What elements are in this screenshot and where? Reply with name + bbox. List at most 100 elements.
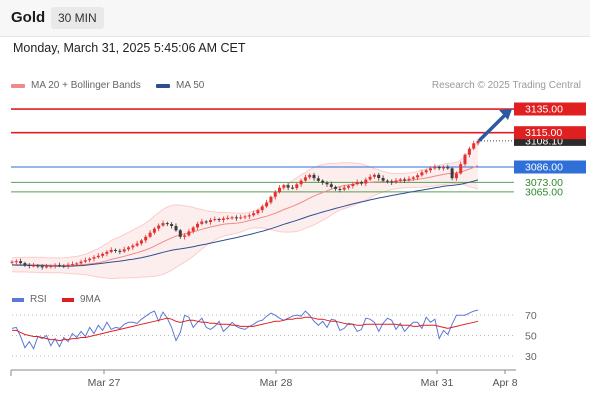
candle-body bbox=[79, 261, 83, 264]
candle-body bbox=[351, 184, 355, 186]
interval-button[interactable]: 30 MIN bbox=[51, 7, 104, 29]
candle-body bbox=[424, 170, 428, 173]
candle-body bbox=[131, 245, 135, 248]
candle-body bbox=[161, 223, 165, 226]
candle-body bbox=[321, 180, 325, 183]
bollinger-band bbox=[12, 141, 478, 279]
candle-body bbox=[118, 250, 122, 252]
price-tag-3086.00-bg bbox=[514, 160, 586, 174]
candle-body bbox=[260, 206, 264, 211]
candle-body bbox=[247, 215, 251, 217]
candle-body bbox=[49, 266, 53, 267]
candle-body bbox=[463, 154, 467, 165]
candle-body bbox=[265, 202, 269, 207]
projection-arrow-shaft bbox=[478, 112, 508, 142]
ma9-swatch bbox=[62, 297, 74, 302]
price-tag-3135.00-text: 3135.00 bbox=[525, 104, 563, 116]
candle-body bbox=[467, 148, 471, 155]
candle-body bbox=[364, 179, 368, 184]
candle-body bbox=[213, 219, 217, 221]
candle-body bbox=[58, 265, 61, 267]
candle-body bbox=[191, 227, 195, 232]
candle-body bbox=[450, 168, 454, 179]
rsi-swatch bbox=[12, 297, 24, 302]
x-tick-label: Mar 28 bbox=[260, 377, 293, 389]
x-tick-label: Apr 8 bbox=[492, 377, 517, 389]
rsi-tick-50: 50 bbox=[525, 331, 537, 343]
candle-body bbox=[433, 167, 437, 169]
candle-body bbox=[148, 232, 152, 237]
candle-body bbox=[170, 224, 174, 226]
price-tag-3115.00-bg bbox=[514, 126, 586, 140]
x-tick-label: Mar 27 bbox=[88, 377, 121, 389]
candle-body bbox=[403, 179, 407, 181]
rsi-tick-30: 30 bbox=[525, 351, 537, 363]
price-tag-3115.00-text: 3115.00 bbox=[525, 127, 562, 139]
ma50-swatch bbox=[156, 83, 170, 88]
top-bar: Gold 30 MIN bbox=[0, 0, 590, 37]
candle-body bbox=[347, 185, 350, 188]
candle-body bbox=[234, 217, 238, 219]
candle-body bbox=[32, 265, 36, 267]
candle-body bbox=[442, 167, 445, 169]
candle-body bbox=[88, 258, 92, 261]
candle-body bbox=[27, 265, 31, 266]
candle-body bbox=[476, 140, 480, 144]
legend-ma20: MA 20 + Bollinger Bands bbox=[11, 80, 141, 91]
candle-body bbox=[196, 223, 199, 228]
candle-body bbox=[239, 217, 243, 219]
candle-body bbox=[252, 213, 256, 216]
price-label-3073.00: 3073.00 bbox=[525, 177, 563, 189]
candle-body bbox=[446, 167, 450, 169]
candle-body bbox=[187, 231, 191, 236]
candle-body bbox=[96, 255, 100, 258]
candle-body bbox=[83, 260, 87, 262]
candle-body bbox=[308, 174, 312, 178]
candle-body bbox=[209, 220, 212, 223]
price-tag-3135.00-bg bbox=[514, 102, 586, 116]
candle-body bbox=[429, 168, 432, 171]
candle-body bbox=[437, 167, 441, 169]
legend-rsi: RSI bbox=[12, 294, 47, 305]
ma20-swatch bbox=[11, 83, 25, 88]
price-tag-3135.00: 3135.00 bbox=[514, 102, 586, 116]
candle-body bbox=[19, 261, 23, 264]
candle-body bbox=[278, 187, 281, 193]
candle-body bbox=[226, 217, 230, 219]
candle-body bbox=[295, 184, 299, 189]
candle-body bbox=[381, 178, 385, 181]
candle-body bbox=[144, 236, 148, 241]
candle-body bbox=[139, 240, 143, 244]
candle-body bbox=[135, 243, 139, 246]
candle-body bbox=[127, 247, 130, 250]
candle-body bbox=[273, 192, 277, 197]
rsi-label: RSI bbox=[30, 294, 47, 305]
research-credit: Research © 2025 Trading Central bbox=[431, 80, 581, 91]
candle-body bbox=[325, 182, 329, 185]
candle-body bbox=[40, 266, 44, 268]
candle-body bbox=[390, 181, 394, 183]
rsi-ma-line bbox=[12, 316, 479, 342]
candle-body bbox=[217, 219, 221, 221]
candle-body bbox=[53, 265, 57, 267]
candle-body bbox=[183, 235, 187, 237]
timestamp: Monday, March 31, 2025 5:45:06 AM CET bbox=[13, 41, 246, 55]
ma20-label: MA 20 + Bollinger Bands bbox=[31, 80, 141, 91]
candle-body bbox=[299, 180, 303, 185]
candle-body bbox=[291, 187, 294, 189]
candle-body bbox=[230, 217, 234, 219]
price-tag-3086.00: 3086.00 bbox=[514, 160, 586, 174]
candle-body bbox=[243, 216, 247, 218]
candle-body bbox=[165, 223, 169, 225]
candle-body bbox=[312, 174, 316, 179]
candle-body bbox=[200, 221, 204, 224]
price-label-3065.00: 3065.00 bbox=[525, 186, 563, 198]
ma50-label: MA 50 bbox=[176, 80, 205, 91]
candle-body bbox=[92, 257, 96, 259]
legend-ma50: MA 50 bbox=[156, 80, 204, 91]
projection-arrowhead bbox=[499, 109, 512, 121]
candle-body bbox=[105, 251, 109, 254]
candle-body bbox=[377, 174, 381, 178]
